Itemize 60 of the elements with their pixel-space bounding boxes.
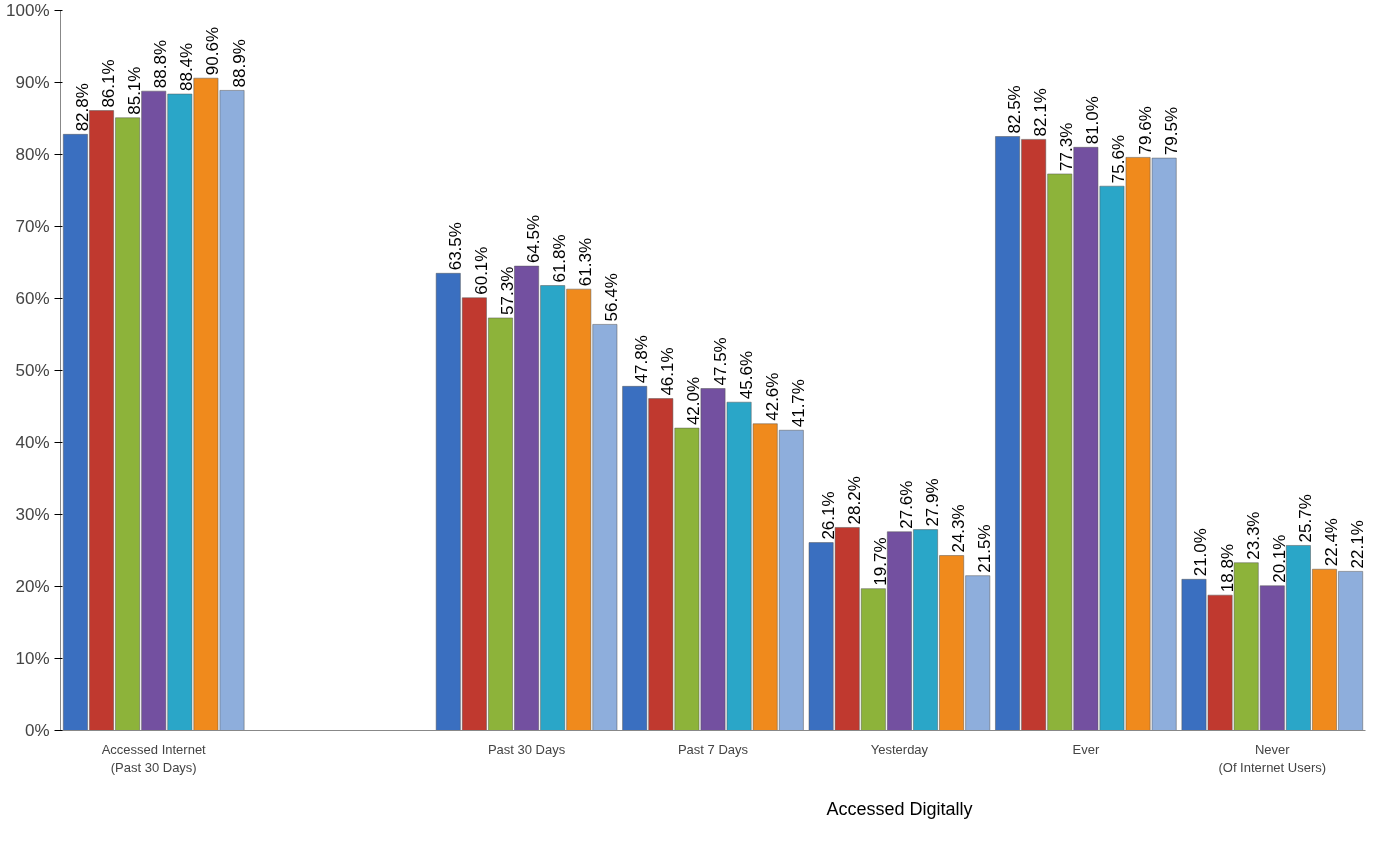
y-tick-label: 10% [15, 649, 50, 668]
x-tick-label: Ever [1072, 741, 1100, 757]
data-label: 21.5% [975, 524, 995, 573]
data-label: 19.7% [870, 537, 890, 586]
data-label: 82.1% [1031, 88, 1051, 137]
data-label: 61.8% [550, 234, 570, 283]
text: Accessed Digitally [826, 798, 973, 819]
data-label: 79.5% [1161, 106, 1181, 156]
data-label: 23.3% [1243, 511, 1263, 560]
data-label: 22.1% [1348, 520, 1368, 569]
data-label: 46.1% [658, 347, 678, 396]
data-label: 22.4% [1321, 518, 1341, 567]
y-tick-label: 50% [15, 361, 50, 380]
data-label: 63.5% [445, 222, 465, 271]
data-label: 27.6% [896, 480, 916, 529]
data-label: 60.1% [471, 246, 491, 295]
data-label: 24.3% [949, 504, 969, 553]
data-label: 47.5% [710, 337, 730, 386]
data-label: 56.4% [602, 273, 622, 322]
data-label: 57.3% [497, 266, 517, 315]
x-tick-label: Accessed Internet (Past 30 Days) [101, 741, 207, 775]
x-tick-label: Past 7 Days [677, 741, 749, 757]
data-label: 88.8% [151, 39, 171, 89]
y-tick-label: 100% [6, 1, 50, 20]
data-label: 86.1% [99, 59, 119, 108]
data-label: 45.6% [736, 350, 756, 400]
data-label: 41.7% [788, 379, 808, 428]
y-tick-label: 0% [24, 721, 50, 740]
data-label: 64.5% [524, 214, 544, 264]
data-label: 42.6% [762, 372, 782, 421]
data-label: 47.8% [632, 335, 652, 384]
data-label: 28.2% [844, 476, 864, 525]
data-label: 18.8% [1217, 543, 1237, 593]
data-label: 27.9% [923, 478, 943, 527]
y-tick-label: 60% [15, 289, 50, 308]
x-tick-label: Past 30 Days [487, 741, 566, 757]
y-tick-label: 30% [15, 505, 50, 524]
data-label: 85.1% [125, 66, 145, 115]
data-label: 82.5% [1005, 85, 1025, 134]
y-tick-label: 20% [15, 577, 50, 596]
data-label: 42.0% [684, 376, 704, 426]
data-label: 79.6% [1135, 106, 1155, 155]
y-tick-label: 80% [15, 145, 50, 164]
x-tick-label: Never (Of Internet Users) [1218, 741, 1327, 775]
data-label: 26.1% [818, 491, 838, 540]
data-label: 75.6% [1109, 134, 1129, 184]
data-label: 90.6% [203, 26, 223, 76]
data-label: 82.8% [72, 83, 92, 132]
data-label: 77.3% [1057, 122, 1077, 171]
data-label: 88.4% [177, 42, 197, 92]
y-tick-label: 70% [15, 217, 50, 236]
y-tick-label: 40% [15, 433, 50, 452]
data-label: 61.3% [576, 237, 596, 287]
data-label: 21.0% [1191, 528, 1211, 577]
x-tick-label: Yesterday [870, 741, 929, 757]
data-label: 20.1% [1269, 534, 1289, 583]
y-tick-label: 90% [15, 73, 50, 92]
data-label: 88.9% [229, 39, 249, 88]
data-label: 81.0% [1083, 96, 1103, 145]
data-label: 25.7% [1295, 494, 1315, 543]
